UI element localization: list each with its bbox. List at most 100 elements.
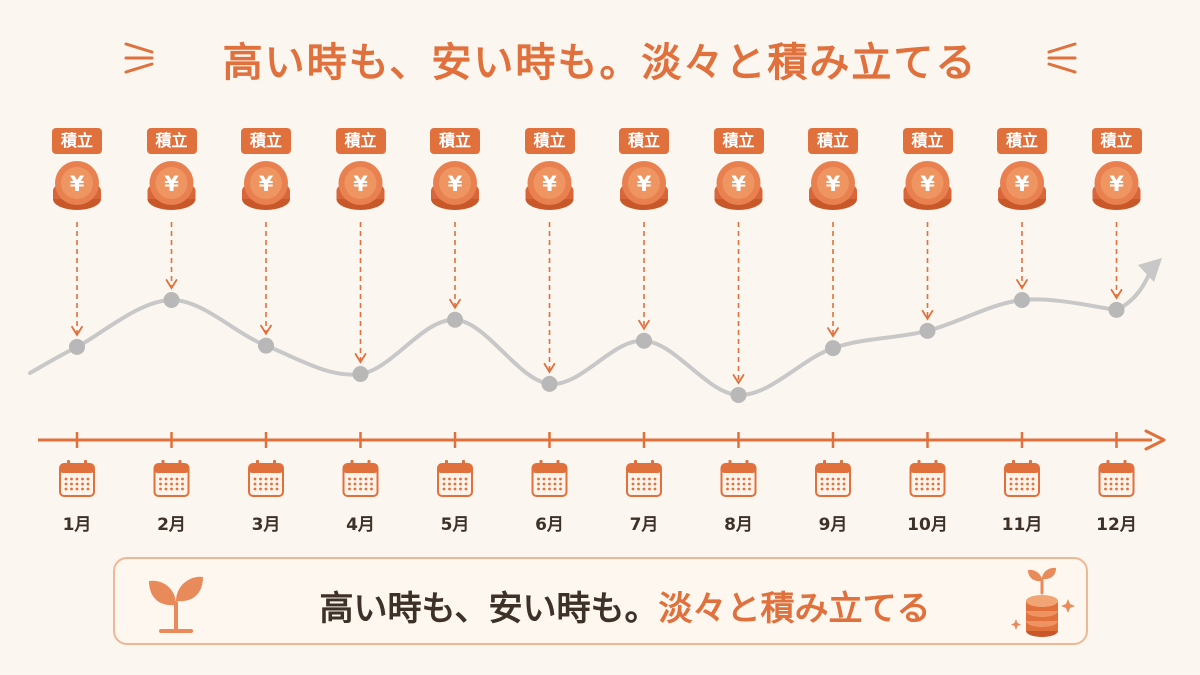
- price-point: [447, 311, 463, 328]
- calendar-icon: [442, 477, 446, 481]
- calendar-icon: [275, 482, 279, 486]
- calendar-icon: [542, 482, 546, 486]
- purchase-badge: 積立: [902, 128, 953, 154]
- purchase-arrowhead: [543, 362, 556, 374]
- yen-coin-stack-icon: [1006, 167, 1038, 199]
- price-point: [541, 375, 558, 392]
- calendar-icon: [1115, 482, 1118, 486]
- calendar-icon: [1120, 477, 1124, 481]
- calendar-icon: [631, 477, 635, 481]
- calendar-icon: [826, 482, 829, 486]
- calendar-icon: [1031, 487, 1035, 491]
- calendar-icon: [343, 464, 378, 473]
- calendar-icon: [1126, 482, 1129, 486]
- calendar-icon: [459, 487, 462, 491]
- calendar-icon: [537, 477, 540, 481]
- calendar-icon: [1123, 460, 1127, 468]
- sprout-icon: [149, 576, 203, 633]
- calendar-icon: [726, 482, 729, 486]
- calendar-icon: [370, 477, 373, 481]
- calendar-icon: [748, 487, 751, 491]
- calendar-icon: [1020, 487, 1024, 491]
- calendar-icon: [181, 482, 184, 486]
- month-label: 10月: [907, 515, 948, 535]
- calendar-icon: [731, 482, 735, 486]
- calendar-icon: [464, 477, 468, 481]
- calendar-icon: [275, 477, 279, 481]
- calendar-icon: [464, 487, 468, 491]
- calendar-icon: [70, 487, 73, 491]
- calendar-icon: [926, 477, 929, 481]
- calendar-icon: [175, 482, 179, 486]
- calendar-icon: [637, 477, 640, 481]
- calendar-icon: [462, 460, 465, 468]
- calendar-icon: [1026, 477, 1029, 481]
- calendar-icon: [64, 482, 68, 486]
- calendar-icon: [559, 477, 562, 481]
- title-right-dashes-icon: [1047, 42, 1077, 74]
- calendar-icon: [537, 482, 540, 486]
- calendar-icon: [553, 487, 557, 491]
- purchase-badge: 積立: [146, 128, 197, 154]
- calendar-icon: [370, 487, 373, 491]
- yen-coin-stack-icon: [722, 167, 755, 199]
- calendar-icon: [920, 487, 924, 491]
- purchase-badge: 積立: [808, 128, 858, 154]
- calendar-icon: [353, 477, 357, 481]
- calendar-icon: [648, 477, 651, 481]
- calendar-icon: [1115, 477, 1118, 481]
- yen-coin-stack-icon: [1100, 167, 1133, 199]
- calendar-icon: [84, 460, 87, 468]
- calendar-icon: [270, 482, 273, 486]
- savings-coins-sprout-icon: [1011, 567, 1075, 637]
- yen-coin-stack-icon: [61, 167, 93, 199]
- calendar-icon: [631, 482, 635, 486]
- calendar-icon: [1009, 477, 1013, 481]
- calendar-icon: [1120, 482, 1124, 486]
- purchase-badge: 積立: [713, 128, 764, 154]
- calendar-icon: [1015, 487, 1018, 491]
- month-label: 12月: [1096, 515, 1137, 535]
- calendar-icon: [542, 477, 546, 481]
- month-label: 9月: [818, 515, 848, 535]
- price-point: [825, 340, 841, 357]
- calendar-icon: [175, 487, 179, 491]
- calendar-icon: [259, 477, 262, 481]
- calendar-icon: [170, 487, 173, 491]
- calendar-icon: [1015, 477, 1018, 481]
- calendar-icon: [631, 487, 635, 491]
- yen-coin-stack-icon: [439, 167, 471, 199]
- calendar-icon: [1009, 487, 1013, 491]
- calendar-icon: [831, 487, 835, 491]
- calendar-icon: [816, 464, 850, 473]
- calendar-icon: [453, 482, 457, 486]
- calendar-icon: [721, 464, 756, 473]
- calendar-icon: [653, 487, 657, 491]
- calendar-icon: [648, 482, 651, 486]
- calendar-icon: [448, 487, 451, 491]
- calendar-icon: [453, 477, 457, 481]
- calendar-icon: [70, 477, 73, 481]
- price-trend-arrowhead: [1138, 258, 1162, 282]
- yen-coin-stack-icon: [155, 167, 188, 199]
- calendar-icon: [826, 477, 829, 481]
- calendar-icon: [1109, 487, 1113, 491]
- calendar-icon: [548, 482, 551, 486]
- calendar-icon: [937, 482, 940, 486]
- purchase-badge: 積立: [335, 128, 386, 154]
- calendar-icon: [75, 487, 79, 491]
- purchase-arrowhead: [354, 353, 367, 364]
- calendar-icon: [926, 487, 929, 491]
- calendar-icon: [181, 477, 184, 481]
- calendar-icon: [273, 460, 276, 468]
- calendar-icon: [81, 482, 84, 486]
- calendar-icon: [548, 477, 551, 481]
- calendar-icon: [353, 482, 357, 486]
- coin-yen-symbol: ¥: [164, 172, 179, 196]
- calendar-icon: [651, 460, 654, 468]
- calendar-icon: [559, 487, 562, 491]
- purchase-badge: 積立: [997, 128, 1047, 154]
- coin-yen-symbol: ¥: [542, 172, 557, 196]
- calendar-icon: [1020, 477, 1024, 481]
